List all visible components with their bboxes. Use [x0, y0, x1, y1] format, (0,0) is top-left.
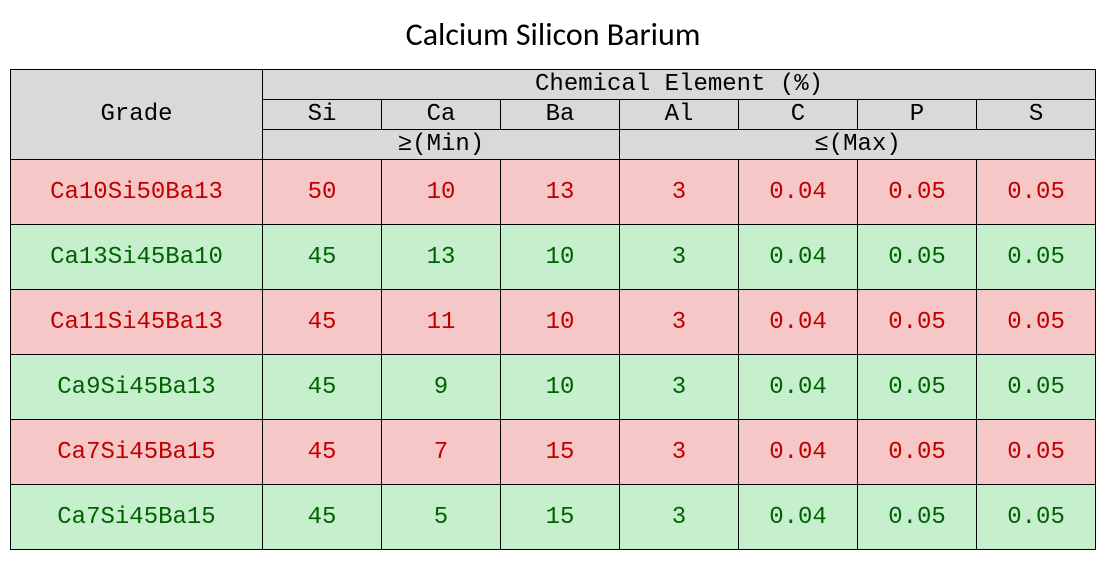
composition-table: Grade Chemical Element (%) Si Ca Ba Al C… [10, 69, 1096, 550]
header-elem-ba: Ba [501, 100, 620, 130]
table-row: Ca13Si45Ba1045131030.040.050.05 [11, 225, 1096, 290]
cell-value: 0.04 [739, 160, 858, 225]
cell-value: 10 [501, 355, 620, 420]
cell-value: 45 [263, 290, 382, 355]
header-max: ≤(Max) [620, 130, 1096, 160]
cell-value: 0.05 [858, 420, 977, 485]
cell-value: 0.05 [858, 290, 977, 355]
cell-value: 13 [382, 225, 501, 290]
cell-grade: Ca7Si45Ba15 [11, 485, 263, 550]
table-row: Ca10Si50Ba1350101330.040.050.05 [11, 160, 1096, 225]
header-elem-p: P [858, 100, 977, 130]
cell-value: 3 [620, 355, 739, 420]
table-row: Ca11Si45Ba1345111030.040.050.05 [11, 290, 1096, 355]
header-elem-si: Si [263, 100, 382, 130]
cell-grade: Ca11Si45Ba13 [11, 290, 263, 355]
cell-value: 50 [263, 160, 382, 225]
cell-value: 9 [382, 355, 501, 420]
header-elem-s: S [977, 100, 1096, 130]
cell-value: 0.05 [977, 485, 1096, 550]
cell-value: 3 [620, 485, 739, 550]
cell-value: 0.05 [977, 160, 1096, 225]
cell-value: 10 [501, 225, 620, 290]
cell-value: 10 [382, 160, 501, 225]
cell-value: 0.05 [977, 225, 1096, 290]
cell-value: 3 [620, 290, 739, 355]
cell-value: 0.05 [977, 420, 1096, 485]
cell-value: 0.05 [858, 160, 977, 225]
cell-value: 3 [620, 225, 739, 290]
header-min: ≥(Min) [263, 130, 620, 160]
cell-value: 13 [501, 160, 620, 225]
cell-grade: Ca10Si50Ba13 [11, 160, 263, 225]
cell-value: 3 [620, 420, 739, 485]
cell-grade: Ca7Si45Ba15 [11, 420, 263, 485]
cell-value: 0.04 [739, 290, 858, 355]
cell-value: 0.04 [739, 420, 858, 485]
cell-value: 5 [382, 485, 501, 550]
cell-value: 45 [263, 420, 382, 485]
cell-value: 10 [501, 290, 620, 355]
cell-value: 45 [263, 485, 382, 550]
table-row: Ca7Si45Ba154551530.040.050.05 [11, 485, 1096, 550]
table-row: Ca7Si45Ba154571530.040.050.05 [11, 420, 1096, 485]
cell-value: 0.05 [858, 225, 977, 290]
cell-value: 0.04 [739, 485, 858, 550]
header-grade: Grade [11, 70, 263, 160]
cell-value: 0.05 [977, 290, 1096, 355]
header-elem-c: C [739, 100, 858, 130]
header-elem-al: Al [620, 100, 739, 130]
cell-value: 0.05 [977, 355, 1096, 420]
cell-value: 3 [620, 160, 739, 225]
cell-value: 45 [263, 355, 382, 420]
cell-value: 45 [263, 225, 382, 290]
page-title: Calcium Silicon Barium [10, 15, 1096, 54]
cell-value: 0.05 [858, 485, 977, 550]
cell-grade: Ca9Si45Ba13 [11, 355, 263, 420]
cell-value: 7 [382, 420, 501, 485]
cell-value: 0.04 [739, 355, 858, 420]
cell-grade: Ca13Si45Ba10 [11, 225, 263, 290]
table-body: Ca10Si50Ba1350101330.040.050.05Ca13Si45B… [11, 160, 1096, 550]
cell-value: 15 [501, 485, 620, 550]
cell-value: 0.05 [858, 355, 977, 420]
cell-value: 0.04 [739, 225, 858, 290]
cell-value: 15 [501, 420, 620, 485]
header-elem-ca: Ca [382, 100, 501, 130]
header-chemical: Chemical Element (%) [263, 70, 1096, 100]
table-row: Ca9Si45Ba134591030.040.050.05 [11, 355, 1096, 420]
cell-value: 11 [382, 290, 501, 355]
